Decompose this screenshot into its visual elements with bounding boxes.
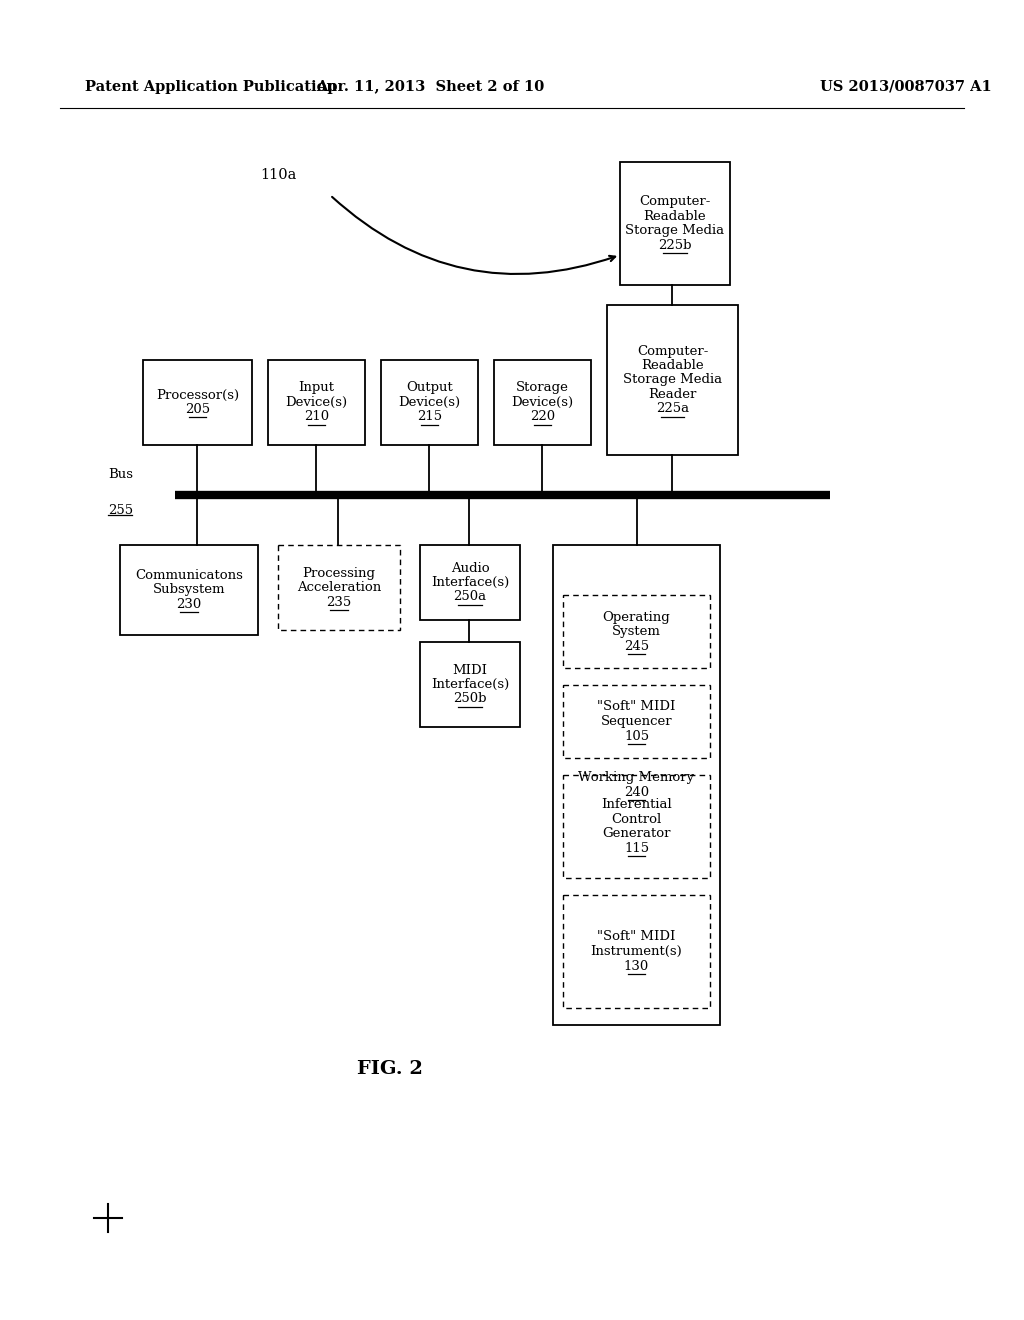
Bar	[563, 595, 710, 668]
Text: Device(s): Device(s)	[511, 396, 573, 409]
Bar	[420, 642, 520, 727]
Text: 130: 130	[624, 960, 649, 973]
Text: 110a: 110a	[260, 168, 296, 182]
Bar	[563, 685, 710, 758]
Text: "Soft" MIDI: "Soft" MIDI	[597, 701, 676, 714]
Text: Readable: Readable	[644, 210, 707, 223]
Bar	[607, 305, 738, 455]
Text: 205: 205	[185, 403, 210, 416]
Text: Readable: Readable	[641, 359, 703, 372]
Text: MIDI: MIDI	[453, 664, 487, 676]
Text: Audio: Audio	[451, 561, 489, 574]
Text: Apr. 11, 2013  Sheet 2 of 10: Apr. 11, 2013 Sheet 2 of 10	[315, 81, 544, 94]
Text: 105: 105	[624, 730, 649, 742]
Text: 115: 115	[624, 842, 649, 855]
Text: Computer-: Computer-	[637, 345, 709, 358]
Text: Control: Control	[611, 813, 662, 826]
Bar	[494, 360, 591, 445]
Text: Working Memory: Working Memory	[579, 771, 694, 784]
Text: Subsystem: Subsystem	[153, 583, 225, 597]
Bar	[420, 545, 520, 620]
Text: US 2013/0087037 A1: US 2013/0087037 A1	[820, 81, 992, 94]
Bar	[120, 545, 258, 635]
Bar	[278, 545, 400, 630]
Bar	[381, 360, 478, 445]
Text: 245: 245	[624, 639, 649, 652]
Text: 210: 210	[304, 411, 329, 424]
Text: Computer-: Computer-	[639, 195, 711, 209]
Text: "Soft" MIDI: "Soft" MIDI	[597, 931, 676, 944]
Text: FIG. 2: FIG. 2	[357, 1060, 423, 1078]
Text: Communicatons: Communicatons	[135, 569, 243, 582]
Text: Processing: Processing	[302, 566, 376, 579]
Text: Input: Input	[299, 381, 335, 395]
Text: Sequencer: Sequencer	[601, 715, 673, 729]
Text: Generator: Generator	[602, 828, 671, 841]
Text: Interface(s): Interface(s)	[431, 576, 509, 589]
Text: Inferential: Inferential	[601, 799, 672, 812]
Text: Patent Application Publication: Patent Application Publication	[85, 81, 337, 94]
Text: Reader: Reader	[648, 388, 696, 401]
Text: Device(s): Device(s)	[398, 396, 461, 409]
Text: 255: 255	[108, 504, 133, 517]
Bar	[268, 360, 365, 445]
Text: 250b: 250b	[454, 693, 486, 705]
Text: Instrument(s): Instrument(s)	[591, 945, 682, 958]
Bar	[563, 895, 710, 1008]
Text: 215: 215	[417, 411, 442, 424]
Text: Device(s): Device(s)	[286, 396, 347, 409]
Text: 250a: 250a	[454, 590, 486, 603]
Text: Output: Output	[407, 381, 453, 395]
Text: 230: 230	[176, 598, 202, 611]
Bar	[143, 360, 252, 445]
Text: Acceleration: Acceleration	[297, 581, 381, 594]
Text: 240: 240	[624, 785, 649, 799]
Text: 235: 235	[327, 595, 351, 609]
Bar	[563, 775, 710, 878]
Bar	[620, 162, 730, 285]
Text: System: System	[612, 624, 660, 638]
Text: 225b: 225b	[658, 239, 692, 252]
Bar	[553, 545, 720, 1026]
Text: Storage Media: Storage Media	[623, 374, 722, 387]
Text: Processor(s): Processor(s)	[156, 389, 239, 401]
Text: Interface(s): Interface(s)	[431, 678, 509, 690]
Text: Storage Media: Storage Media	[626, 224, 725, 238]
Text: Bus: Bus	[108, 469, 133, 480]
Text: Storage: Storage	[516, 381, 569, 395]
Text: Operating: Operating	[603, 610, 671, 623]
Text: 220: 220	[530, 411, 555, 424]
Text: 225a: 225a	[656, 403, 689, 416]
